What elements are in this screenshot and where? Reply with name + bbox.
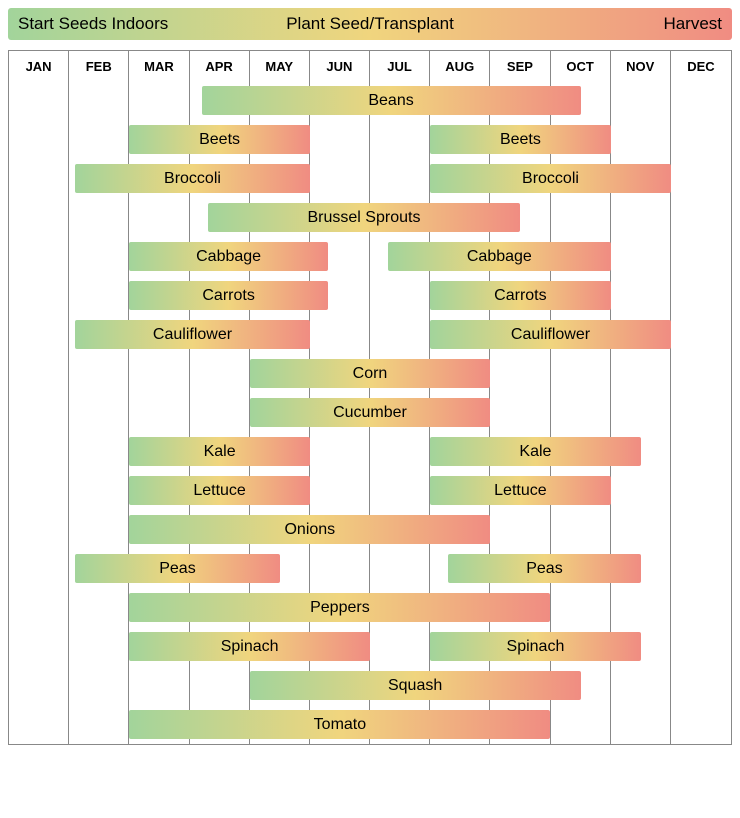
crop-bar: Cauliflower [75, 320, 310, 349]
crop-bar: Beans [202, 86, 581, 115]
legend-start-label: Start Seeds Indoors [18, 14, 253, 34]
month-cell: AUG [430, 51, 490, 81]
crop-row: Cabbage Cabbage [9, 237, 731, 276]
crop-bar: Spinach [129, 632, 370, 661]
crop-bar: Kale [430, 437, 641, 466]
month-cell: JAN [9, 51, 69, 81]
legend-bar: Start Seeds Indoors Plant Seed/Transplan… [8, 8, 732, 40]
crop-bar: Beets [129, 125, 310, 154]
crop-bar: Cucumber [250, 398, 491, 427]
legend-mid-label: Plant Seed/Transplant [253, 14, 488, 34]
month-header: JANFEBMARAPRMAYJUNJULAUGSEPOCTNOVDEC [9, 51, 731, 81]
crop-bar: Spinach [430, 632, 641, 661]
month-cell: MAY [250, 51, 310, 81]
crop-bar: Broccoli [430, 164, 671, 193]
crop-row: Beans [9, 81, 731, 120]
crop-bar: Cauliflower [430, 320, 671, 349]
crop-row: Brussel Sprouts [9, 198, 731, 237]
crop-row: Carrots Carrots [9, 276, 731, 315]
month-cell: DEC [671, 51, 731, 81]
crop-row: Tomato [9, 705, 731, 744]
crop-row: Cauliflower Cauliflower [9, 315, 731, 354]
crop-bar: Onions [129, 515, 490, 544]
calendar-grid: JANFEBMARAPRMAYJUNJULAUGSEPOCTNOVDEC Bea… [8, 50, 732, 745]
crop-bar: Squash [250, 671, 581, 700]
crop-bar: Broccoli [75, 164, 310, 193]
crop-row: Peppers [9, 588, 731, 627]
crop-bar: Peas [75, 554, 280, 583]
crop-bar: Lettuce [430, 476, 611, 505]
crop-bar: Corn [250, 359, 491, 388]
month-cell: SEP [490, 51, 550, 81]
crop-row: Spinach Spinach [9, 627, 731, 666]
month-cell: MAR [129, 51, 189, 81]
crop-row: Onions [9, 510, 731, 549]
crop-row: Kale Kale [9, 432, 731, 471]
crop-row: Squash [9, 666, 731, 705]
month-cell: APR [190, 51, 250, 81]
crop-bar: Carrots [430, 281, 611, 310]
crop-row: Lettuce Lettuce [9, 471, 731, 510]
crop-bar: Lettuce [129, 476, 310, 505]
crop-row: Beets Beets [9, 120, 731, 159]
chart-rows: Beans Beets Beets Broccoli Broccoli Brussel S… [9, 81, 731, 744]
crop-row: Broccoli Broccoli [9, 159, 731, 198]
legend-end-label: Harvest [487, 14, 722, 34]
month-cell: NOV [611, 51, 671, 81]
crop-row: Peas Peas [9, 549, 731, 588]
month-cell: JUN [310, 51, 370, 81]
crop-bar: Beets [430, 125, 611, 154]
crop-bar: Peas [448, 554, 641, 583]
crop-bar: Carrots [129, 281, 328, 310]
crop-bar: Peppers [129, 593, 550, 622]
month-cell: JUL [370, 51, 430, 81]
month-cell: OCT [551, 51, 611, 81]
crop-bar: Cabbage [388, 242, 611, 271]
crop-bar: Cabbage [129, 242, 328, 271]
crop-row: Corn [9, 354, 731, 393]
crop-bar: Brussel Sprouts [208, 203, 521, 232]
month-cell: FEB [69, 51, 129, 81]
crop-bar: Kale [129, 437, 310, 466]
crop-bar: Tomato [129, 710, 550, 739]
crop-row: Cucumber [9, 393, 731, 432]
